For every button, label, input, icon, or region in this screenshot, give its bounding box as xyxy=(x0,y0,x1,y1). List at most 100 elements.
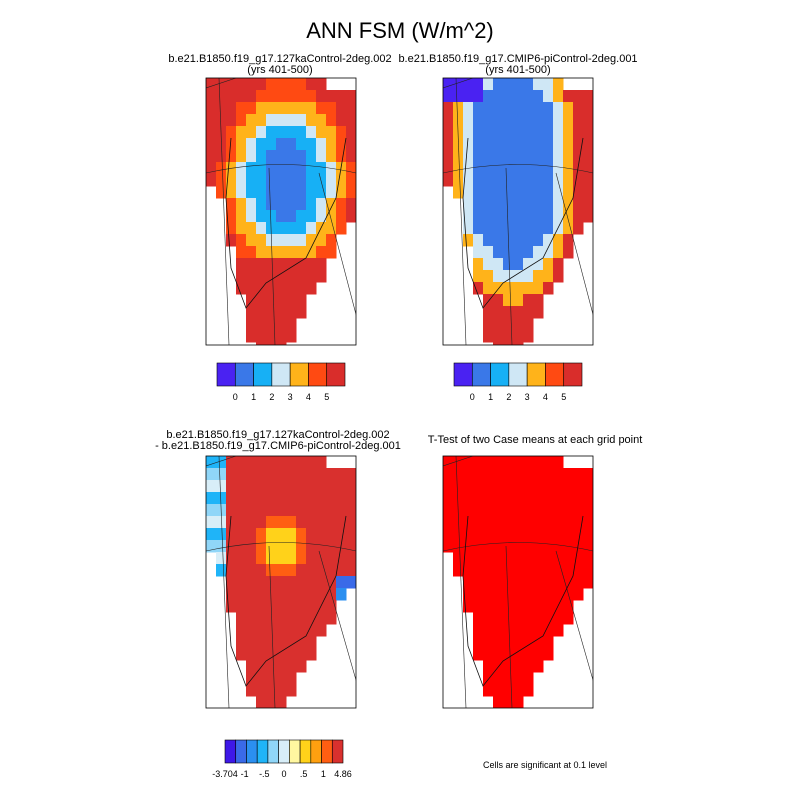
map-cell xyxy=(276,528,287,541)
map-cell xyxy=(336,114,347,127)
map-cell xyxy=(296,210,307,223)
map-cell xyxy=(473,576,484,589)
map-cell xyxy=(513,246,524,259)
map-cell xyxy=(543,492,554,505)
map-cell xyxy=(286,660,297,673)
map-cell xyxy=(443,150,454,163)
map-cell xyxy=(286,102,297,115)
map-cell xyxy=(236,456,247,469)
map-cell xyxy=(266,342,277,345)
map-cell xyxy=(316,258,327,271)
map-cell xyxy=(336,222,347,235)
map-cell xyxy=(286,150,297,163)
map-cell xyxy=(503,198,514,211)
map-cell xyxy=(473,624,484,637)
map-cell xyxy=(503,282,514,295)
map-cell xyxy=(296,138,307,151)
map-cell xyxy=(326,468,337,481)
map-cell xyxy=(533,480,544,493)
map-cell xyxy=(523,138,534,151)
map-cell xyxy=(246,318,257,331)
map-cell xyxy=(316,162,327,175)
map-cell xyxy=(553,612,564,625)
map-cell xyxy=(236,504,247,517)
map-cell xyxy=(443,504,454,517)
map-cell xyxy=(463,126,474,139)
map-cell xyxy=(286,576,297,589)
map-cell xyxy=(236,186,247,199)
map-cell xyxy=(346,480,356,493)
map-cell xyxy=(306,636,317,649)
map-cell xyxy=(226,222,237,235)
map-cell xyxy=(513,660,524,673)
map-cell xyxy=(453,174,464,187)
map-cell xyxy=(533,246,544,259)
map-cell xyxy=(503,258,514,271)
map-cell xyxy=(513,114,524,127)
map-cell xyxy=(513,318,524,331)
map-cell xyxy=(523,504,534,517)
map-cell xyxy=(316,114,327,127)
map-cell xyxy=(553,480,564,493)
map-cell xyxy=(443,480,454,493)
map-cell xyxy=(583,210,593,223)
map-cell xyxy=(463,198,474,211)
map-cell xyxy=(206,102,217,115)
map-cell xyxy=(276,516,287,529)
map-cell xyxy=(306,114,317,127)
map-frame xyxy=(442,455,594,709)
map-cell xyxy=(573,126,584,139)
colorbar-box xyxy=(224,739,237,764)
map-cell xyxy=(296,198,307,211)
map-cell xyxy=(216,162,227,175)
map-cell xyxy=(513,684,524,697)
map-cell xyxy=(533,90,544,103)
map-cell xyxy=(276,504,287,517)
map-cell xyxy=(316,210,327,223)
map-cell xyxy=(483,576,494,589)
map-cell xyxy=(246,114,257,127)
map-cell xyxy=(563,576,574,589)
map-cell xyxy=(483,282,494,295)
map-cell xyxy=(553,150,564,163)
map-cell xyxy=(563,480,574,493)
map-cell xyxy=(216,552,227,565)
map-cell xyxy=(286,330,297,343)
map-cell xyxy=(316,492,327,505)
map-cell xyxy=(493,270,504,283)
map-cell xyxy=(236,492,247,505)
map-cell xyxy=(266,270,277,283)
map-cell xyxy=(553,78,564,91)
map-cell xyxy=(533,636,544,649)
map-cell xyxy=(336,588,347,601)
map-cell xyxy=(503,306,514,319)
map-cell xyxy=(226,564,237,577)
map-cell xyxy=(256,306,267,319)
map-cell xyxy=(326,516,337,529)
map-cell xyxy=(553,114,564,127)
meridian xyxy=(455,78,467,345)
map-cell xyxy=(306,552,317,565)
map-cell xyxy=(326,114,337,127)
parallel xyxy=(442,542,594,552)
map-cell xyxy=(463,516,474,529)
map-cell xyxy=(256,78,267,91)
map-cell xyxy=(503,468,514,481)
map-cell xyxy=(493,246,504,259)
map-cell xyxy=(453,456,464,469)
map-cell xyxy=(236,564,247,577)
map-cell xyxy=(276,210,287,223)
map-cell xyxy=(513,294,524,307)
map-cell xyxy=(503,90,514,103)
map-cell xyxy=(533,186,544,199)
map-cell xyxy=(286,270,297,283)
map-cell xyxy=(533,126,544,139)
map-cell xyxy=(236,282,247,295)
map-cell xyxy=(503,492,514,505)
map-cell xyxy=(583,492,593,505)
map-cell xyxy=(443,78,454,91)
map-cell xyxy=(513,138,524,151)
map-cell xyxy=(226,126,237,139)
map-cell xyxy=(236,198,247,211)
map-cell xyxy=(286,126,297,139)
